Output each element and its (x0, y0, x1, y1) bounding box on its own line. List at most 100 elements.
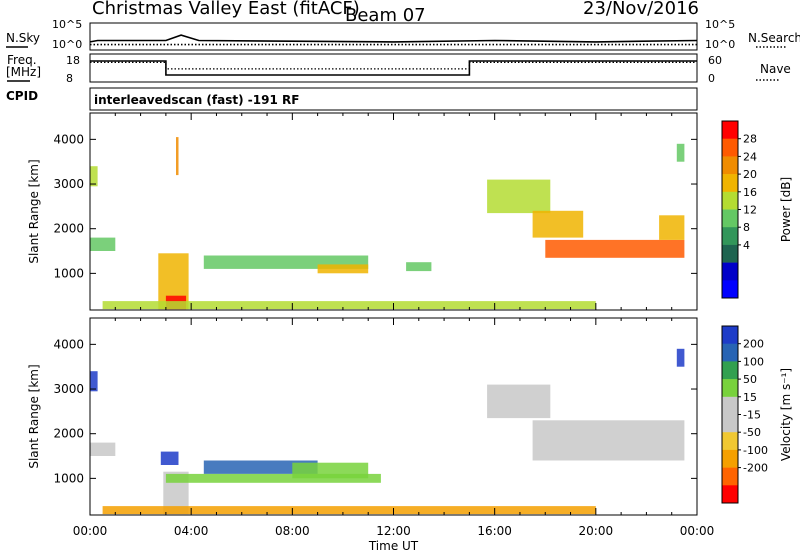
velocity-ytick-label: 1000 (53, 471, 84, 485)
power-colorbar-tick-label: 4 (743, 239, 750, 252)
cpid-strip-frame (89, 87, 698, 111)
x-tick-label: 08:00 (275, 524, 310, 538)
velocity-colorbar-cell (722, 414, 738, 433)
power-data-region (532, 210, 584, 238)
power-colorbar-cell (722, 280, 738, 299)
velocity-colorbar-cell (722, 343, 738, 362)
power-colorbar-tick-label: 20 (743, 168, 757, 181)
velocity-data-region (165, 473, 381, 483)
nave-label: Nave (760, 62, 791, 76)
station-title: Christmas Valley East (fitACF) (92, 0, 360, 19)
velocity-ytick-label: 2000 (53, 427, 84, 441)
velocity-data-region (90, 371, 98, 392)
power-colorbar-label: Power [dB] (779, 177, 793, 242)
power-colorbar-cell (722, 262, 738, 281)
power-data-region (317, 264, 369, 274)
velocity-colorbar-tick-label: -100 (743, 444, 768, 457)
power-colorbar-cell (722, 209, 738, 228)
velocity-colorbar-cell (722, 361, 738, 380)
velocity-colorbar-tick-label: 200 (743, 338, 764, 351)
velocity-colorbar-cell (722, 449, 738, 468)
x-axis-label: Time UT (368, 539, 419, 553)
nsearch-label: N.Search (748, 31, 800, 45)
velocity-data-region (90, 442, 116, 456)
x-tick-label: 00:00 (73, 524, 108, 538)
power-colorbar-tick-label: 12 (743, 204, 757, 217)
x-tick-label: 04:00 (174, 524, 209, 538)
power-ytick-label: 1000 (53, 266, 84, 280)
power-colorbar-tick-label: 16 (743, 186, 757, 199)
velocity-colorbar-tick-label: 50 (743, 373, 757, 386)
velocity-colorbar-tick-label: -200 (743, 462, 768, 475)
nsearch-tick-label: 10^0 (705, 38, 735, 51)
nsky-tick-label: 10^0 (52, 38, 82, 51)
freq-label: Freq. (7, 53, 37, 67)
nsearch-tick-label: 10^5 (705, 18, 735, 31)
power-colorbar-cell (722, 121, 738, 139)
velocity-data-region (102, 506, 596, 515)
velocity-colorbar-cell (722, 379, 738, 398)
velocity-data-region (532, 420, 685, 461)
freq-series-line (90, 60, 697, 76)
nave-series-line (90, 61, 697, 70)
nsky-tick-label: 10^5 (52, 18, 82, 31)
velocity-colorbar-tick-label: 15 (743, 391, 757, 404)
power-ytick-label: 4000 (53, 132, 84, 146)
power-ylabel: Slant Range [km] (27, 159, 41, 263)
power-colorbar-cell (722, 156, 738, 175)
freq-tick-label: 18 (66, 54, 80, 67)
power-colorbar-cell (722, 191, 738, 210)
velocity-colorbar-tick-label: 100 (743, 355, 764, 368)
velocity-colorbar-cell (722, 396, 738, 415)
x-tick-label: 12:00 (376, 524, 411, 538)
velocity-data-region (203, 460, 318, 474)
power-data-region (90, 237, 116, 251)
power-data-region (676, 143, 685, 162)
velocity-colorbar-cell (722, 432, 738, 451)
x-tick-label: 00:00 (680, 524, 715, 538)
freq-unit-label: [MHz] (6, 65, 42, 79)
velocity-colorbar-tick-label: -50 (743, 426, 761, 439)
nave-tick-label: 60 (708, 54, 722, 67)
power-colorbar-cell (722, 244, 738, 263)
velocity-colorbar-label: Velocity [m s⁻¹] (779, 368, 793, 461)
nsky-strip-frame (89, 22, 698, 51)
power-data-region (90, 166, 98, 187)
nsky-series-line (89, 34, 698, 43)
power-data-region (102, 301, 596, 310)
velocity-colorbar-cell (722, 326, 738, 344)
x-tick-label: 16:00 (477, 524, 512, 538)
freq-strip-frame (89, 53, 698, 83)
power-data-region (545, 239, 685, 258)
nsky-label: N.Sky (6, 31, 41, 45)
power-colorbar-tick-label: 8 (743, 221, 750, 234)
velocity-data-region (160, 451, 179, 465)
power-colorbar-tick-label: 28 (743, 133, 757, 146)
velocity-ylabel: Slant Range [km] (27, 364, 41, 468)
nave-tick-label: 0 (708, 72, 715, 85)
cpid-text: interleavedscan (fast) -191 RF (94, 93, 300, 107)
power-ytick-label: 3000 (53, 177, 84, 191)
cpid-label: CPID (6, 89, 39, 103)
velocity-ytick-label: 4000 (53, 337, 84, 351)
power-ytick-label: 2000 (53, 222, 84, 236)
velocity-colorbar-tick-label: -15 (743, 409, 761, 422)
power-colorbar-cell (722, 138, 738, 157)
velocity-colorbar-cell (722, 485, 738, 504)
velocity-colorbar-cell (722, 467, 738, 486)
x-tick-label: 20:00 (579, 524, 614, 538)
velocity-ytick-label: 3000 (53, 382, 84, 396)
power-colorbar-cell (722, 227, 738, 246)
power-data-region (659, 215, 685, 240)
freq-tick-label: 8 (66, 72, 73, 85)
velocity-data-region (676, 348, 685, 367)
power-colorbar-cell (722, 174, 738, 193)
beam-label: Beam 07 (345, 5, 426, 26)
power-data-region (176, 137, 179, 176)
velocity-data-region (487, 384, 551, 419)
power-data-region (487, 179, 551, 214)
power-colorbar-tick-label: 24 (743, 150, 757, 163)
power-data-region (406, 262, 432, 272)
date-label: 23/Nov/2016 (583, 0, 699, 19)
